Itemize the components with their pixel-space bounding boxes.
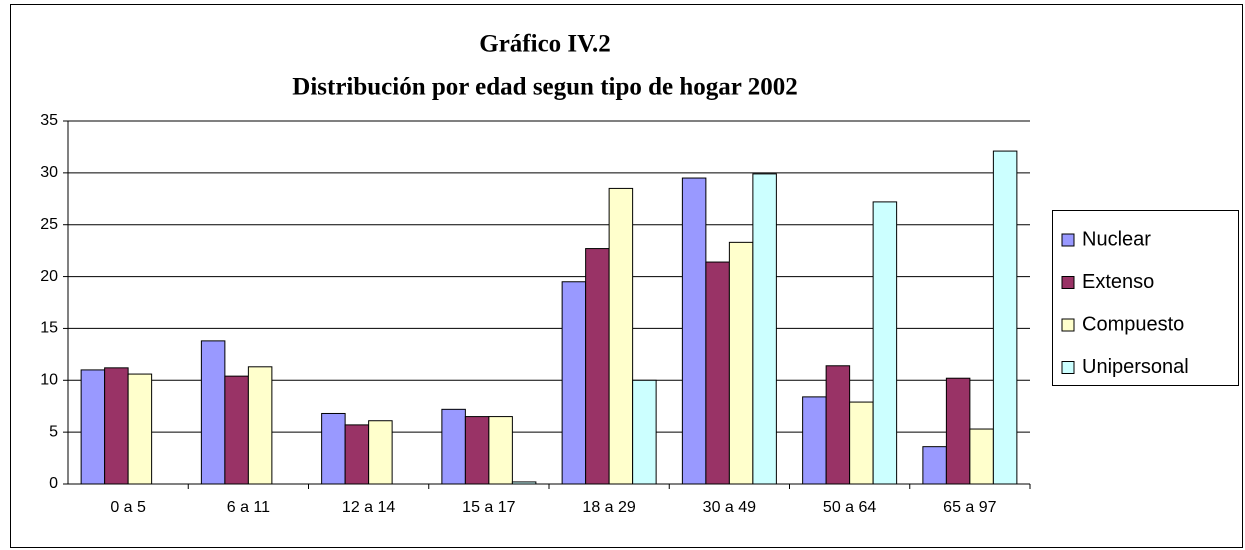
bar xyxy=(368,420,393,485)
legend-label: Compuesto xyxy=(1082,313,1184,335)
bar xyxy=(752,173,777,485)
y-tick-label: 15 xyxy=(40,320,58,337)
legend-label: Extenso xyxy=(1082,271,1154,293)
y-tick-label: 30 xyxy=(40,164,58,181)
legend-swatch xyxy=(1061,318,1075,332)
bar xyxy=(464,416,490,485)
legend-box xyxy=(1052,210,1239,386)
bar xyxy=(632,379,657,485)
bar xyxy=(825,365,851,485)
legend-label: Nuclear xyxy=(1082,228,1151,250)
bar xyxy=(728,241,754,485)
bar xyxy=(849,401,874,485)
x-tick-label: 65 a 97 xyxy=(943,499,996,516)
legend-swatch xyxy=(1061,361,1075,374)
bar xyxy=(922,446,947,485)
bar xyxy=(802,396,827,485)
x-tick-label: 50 a 64 xyxy=(823,499,876,516)
bar xyxy=(992,150,1018,485)
bar xyxy=(441,408,466,485)
y-tick-label: 20 xyxy=(40,268,58,285)
bar xyxy=(969,428,994,485)
bar xyxy=(561,281,587,485)
y-tick-label: 5 xyxy=(49,423,58,440)
x-tick-label: 30 a 49 xyxy=(703,499,756,516)
y-tick-label: 25 xyxy=(40,216,58,233)
y-tick-label: 35 xyxy=(40,112,58,129)
bar xyxy=(200,340,226,485)
bar xyxy=(705,261,730,485)
bar xyxy=(321,412,346,485)
x-tick-label: 6 a 11 xyxy=(227,499,270,516)
x-tick-label: 15 a 17 xyxy=(462,499,515,516)
y-tick-label: 10 xyxy=(40,372,58,389)
bar xyxy=(104,367,129,485)
bar xyxy=(681,177,707,485)
legend-label: Unipersonal xyxy=(1082,356,1189,378)
bar xyxy=(247,366,273,485)
x-tick-label: 0 a 5 xyxy=(110,499,146,516)
x-tick-label: 12 a 14 xyxy=(342,499,395,516)
bar xyxy=(585,248,610,485)
bar xyxy=(608,187,634,485)
bar xyxy=(488,416,513,485)
x-tick-label: 18 a 29 xyxy=(582,499,635,516)
bar xyxy=(511,481,537,485)
bar xyxy=(872,201,898,485)
bar xyxy=(344,424,370,485)
chart-subtitle: Distribución por edad segun tipo de hoga… xyxy=(292,74,797,101)
y-tick-label: 0 xyxy=(49,475,58,492)
legend-swatch xyxy=(1061,233,1075,247)
chart-title: Gráfico IV.2 xyxy=(479,31,610,58)
bar xyxy=(127,373,153,485)
bar xyxy=(224,375,249,485)
bar xyxy=(945,377,971,485)
legend-swatch xyxy=(1061,276,1075,289)
bar xyxy=(80,369,106,485)
